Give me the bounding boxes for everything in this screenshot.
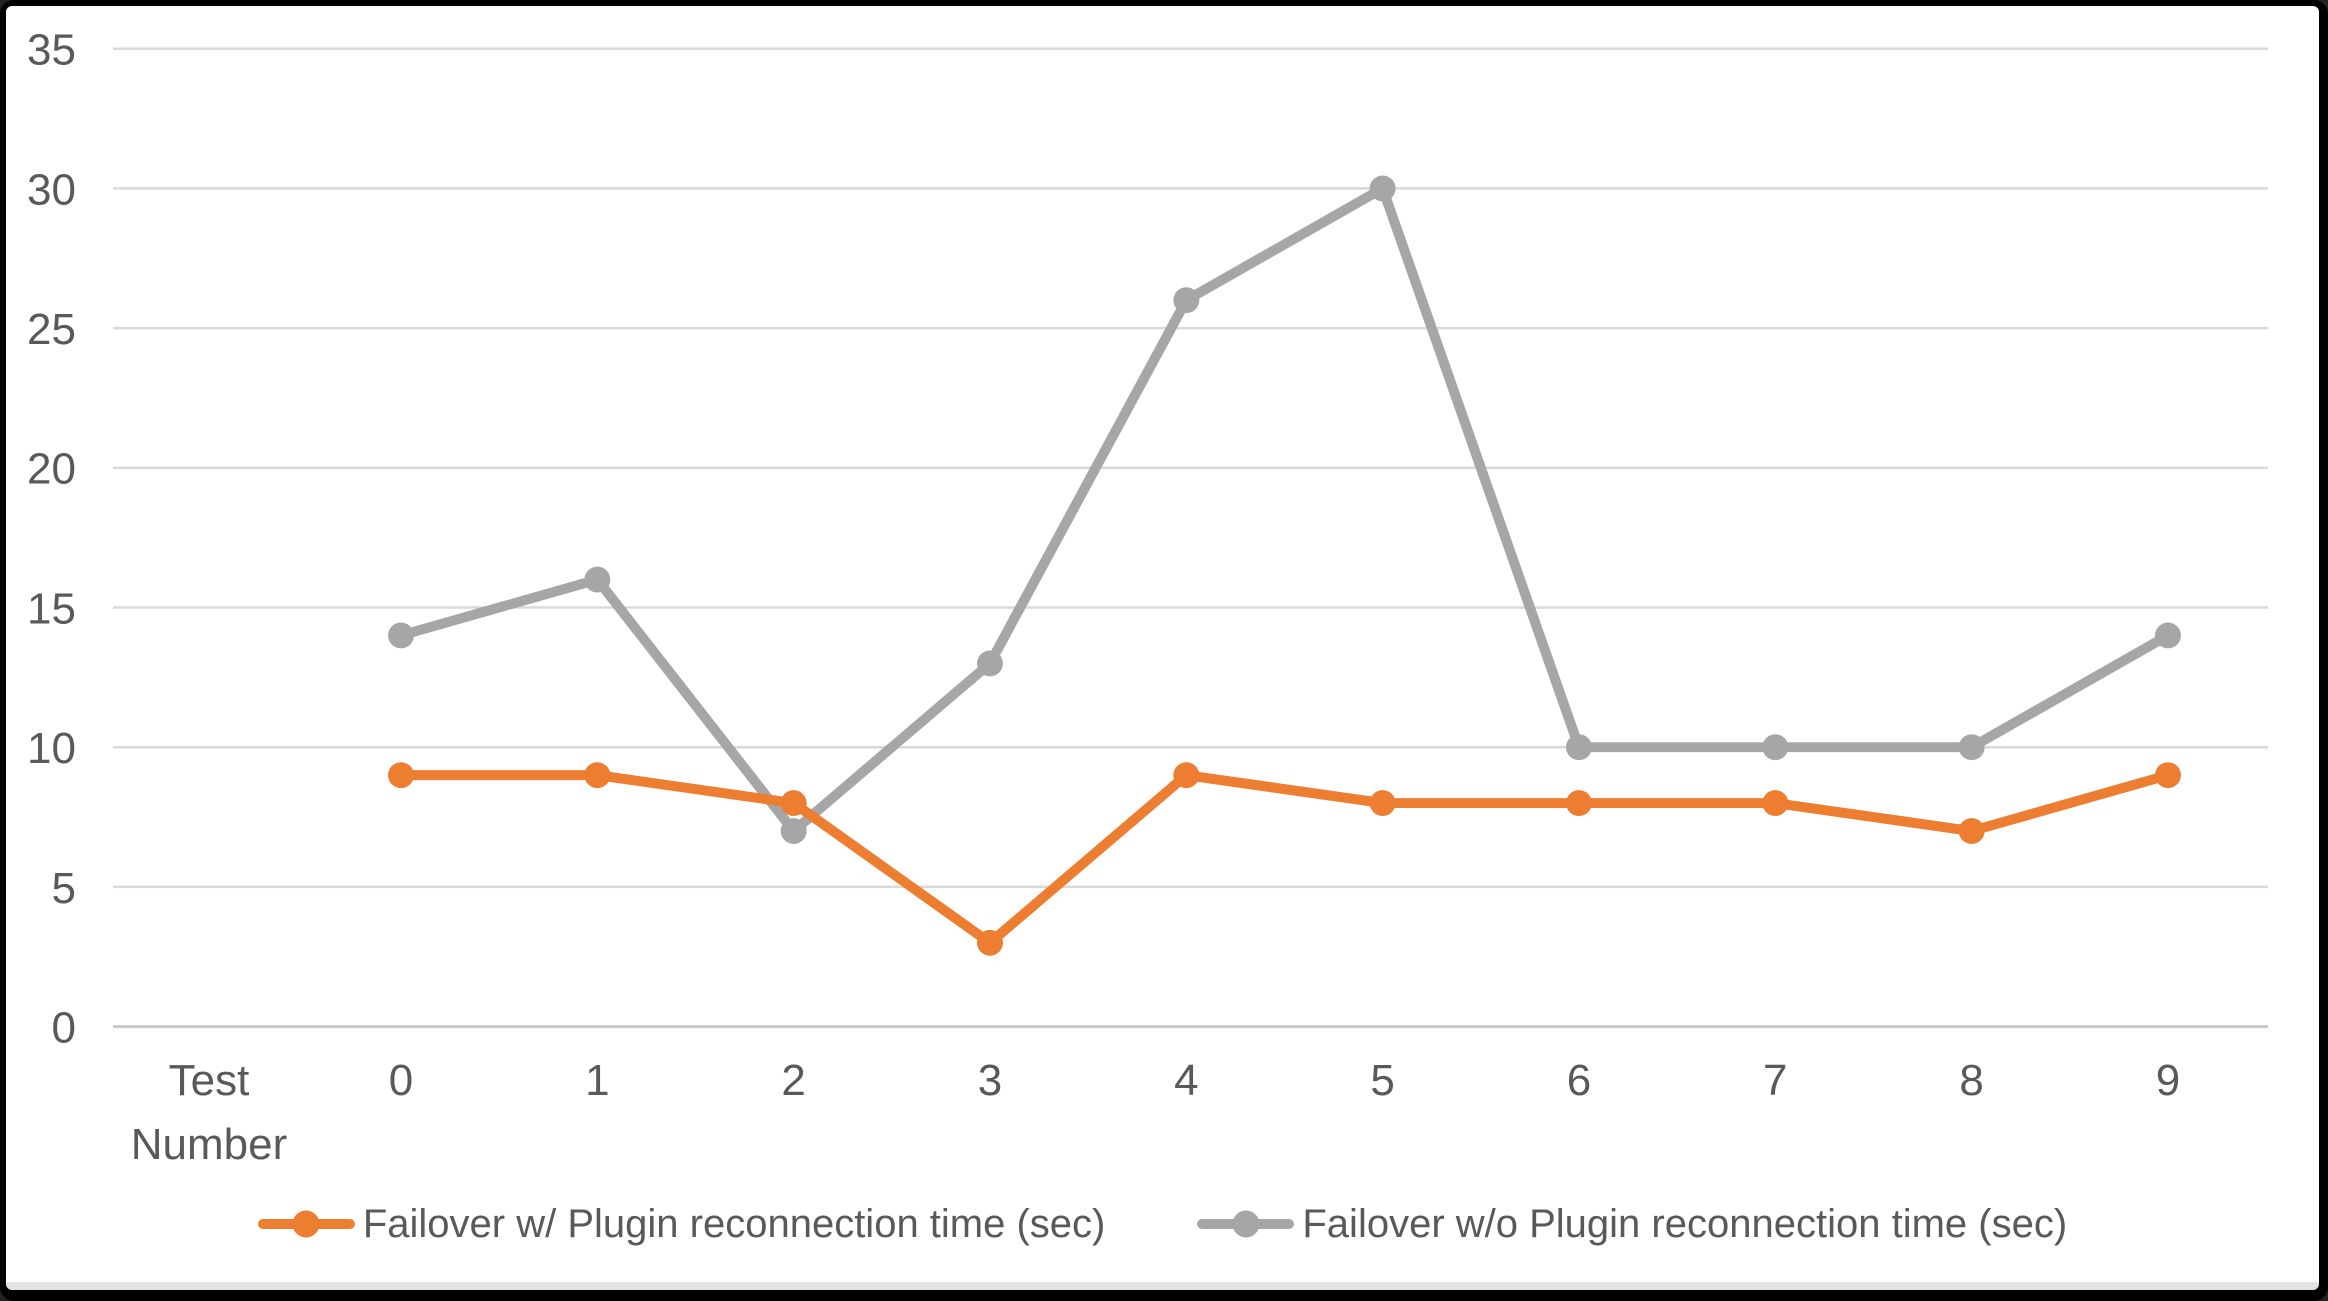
x-tick-label: 0 — [389, 1056, 413, 1105]
y-tick-label: 5 — [52, 864, 76, 913]
y-tick-label: 0 — [52, 1004, 76, 1053]
data-point-marker — [780, 790, 807, 817]
x-tick-label: 9 — [2156, 1056, 2180, 1105]
data-point-marker — [388, 622, 414, 649]
legend-item-without-plugin: Failover w/o Plugin reconnection time (s… — [1197, 1202, 2067, 1247]
data-point-marker — [1565, 734, 1592, 761]
series-line-1 — [396, 183, 2173, 836]
y-tick-label: 10 — [27, 724, 76, 773]
data-point-marker — [1958, 734, 1985, 761]
x-tick-label: 3 — [978, 1056, 1002, 1105]
x-tick-label: 7 — [1763, 1056, 1787, 1105]
data-point-marker — [1369, 790, 1396, 817]
legend-label: Failover w/ Plugin reconnection time (se… — [362, 1201, 1106, 1246]
x-tick-label: 8 — [1959, 1056, 1983, 1105]
y-tick-label: 35 — [27, 26, 76, 75]
x-axis-title-line: Number — [131, 1120, 287, 1169]
chart-canvas: 0 5 10 15 20 25 30 35 0 1 2 3 4 5 6 7 8 9 Test Number Failo… — [6, 6, 2319, 1290]
x-tick-label: 6 — [1567, 1056, 1591, 1105]
data-point-marker — [1173, 287, 1200, 314]
data-point-marker — [1173, 762, 1200, 789]
data-point-marker — [1369, 175, 1396, 202]
chart-legend: Failover w/ Plugin reconnection time (se… — [6, 1192, 2319, 1256]
data-point-marker — [584, 566, 611, 593]
y-tick-label: 25 — [27, 305, 76, 354]
y-tick-label: 20 — [27, 445, 76, 494]
data-point-marker — [1565, 790, 1592, 817]
data-point-marker — [2154, 622, 2181, 649]
data-point-marker — [2154, 762, 2181, 789]
x-axis-title-line: Test — [169, 1056, 250, 1105]
data-point-marker — [780, 818, 807, 844]
x-tick-label: 2 — [781, 1056, 805, 1105]
legend-item-with-plugin: Failover w/ Plugin reconnection time (se… — [257, 1201, 1106, 1247]
legend-marker-dot — [292, 1210, 320, 1238]
legend-label: Failover w/o Plugin reconnection time (s… — [1302, 1201, 2068, 1246]
y-tick-label: 15 — [27, 585, 76, 634]
y-tick-label: 30 — [27, 165, 76, 214]
line-chart: 0 5 10 15 20 25 30 35 0 1 2 3 4 5 6 7 8 9 Test Number — [27, 26, 2268, 1169]
data-point-marker — [1762, 734, 1789, 761]
legend-marker-dot — [1232, 1210, 1260, 1238]
data-point-marker — [1762, 790, 1789, 817]
legend-line-marker-icon — [257, 1209, 355, 1239]
data-point-marker — [1958, 818, 1985, 844]
data-point-marker — [976, 929, 1003, 956]
series-line-0 — [396, 770, 2173, 948]
data-point-marker — [976, 650, 1003, 677]
data-point-marker — [388, 762, 414, 789]
data-point-marker — [584, 762, 611, 789]
x-tick-label: 4 — [1174, 1056, 1198, 1105]
x-tick-label: 5 — [1370, 1056, 1394, 1105]
legend-line-marker-icon — [1197, 1209, 1295, 1239]
x-tick-label: 1 — [585, 1056, 609, 1105]
